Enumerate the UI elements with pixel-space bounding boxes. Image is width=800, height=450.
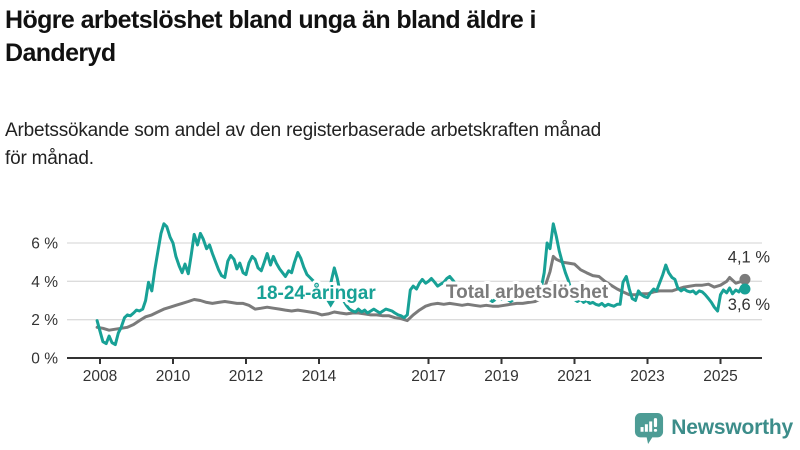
exclamation-icon bbox=[654, 418, 658, 428]
label-arrow-icon bbox=[323, 299, 338, 311]
newsworthy-logo: Newsworthy bbox=[634, 412, 793, 444]
y-axis-label: 6 % bbox=[31, 235, 58, 252]
speech-bubble-shape bbox=[635, 413, 664, 444]
chart-subtitle-line2: för månad. bbox=[5, 148, 94, 169]
chart-subtitle: Arbetssökande som andel av den registerb… bbox=[5, 117, 601, 173]
y-axis-label: 0 % bbox=[31, 351, 58, 368]
x-axis-label: 2017 bbox=[411, 368, 445, 385]
x-axis-label: 2019 bbox=[484, 368, 518, 385]
x-axis-label: 2008 bbox=[83, 368, 117, 385]
series-end-dot-youth bbox=[739, 283, 751, 295]
series-label-total: Total arbetslöshet bbox=[446, 282, 609, 303]
y-axis-label: 4 % bbox=[31, 274, 58, 291]
chart-subtitle-line1: Arbetssökande som andel av den registerb… bbox=[5, 120, 602, 141]
end-value-label: 4,1 % bbox=[728, 248, 771, 266]
series-end-dot-total bbox=[739, 273, 751, 285]
end-value-label: 3,6 % bbox=[728, 296, 771, 314]
x-axis-label: 2025 bbox=[703, 368, 737, 385]
newsworthy-logo-icon bbox=[635, 413, 664, 444]
page-title-line2: Danderyd bbox=[5, 39, 116, 67]
page-title-line1: Högre arbetslöshet bland unga än bland ä… bbox=[5, 6, 536, 34]
x-axis-label: 2023 bbox=[630, 368, 664, 385]
x-axis-label: 2012 bbox=[229, 368, 263, 385]
y-axis-label: 2 % bbox=[31, 312, 58, 329]
page-title: Högre arbetslöshet bland unga än bland ä… bbox=[5, 4, 536, 70]
series-line-youth bbox=[95, 222, 747, 347]
brand-name: Newsworthy bbox=[671, 416, 793, 439]
series-label-youth: 18-24-åringar bbox=[256, 283, 376, 304]
x-axis-label: 2010 bbox=[156, 368, 191, 385]
x-axis-label: 2021 bbox=[557, 368, 591, 385]
x-axis-label: 2014 bbox=[302, 368, 337, 385]
bar-chart-icon bbox=[640, 427, 644, 432]
